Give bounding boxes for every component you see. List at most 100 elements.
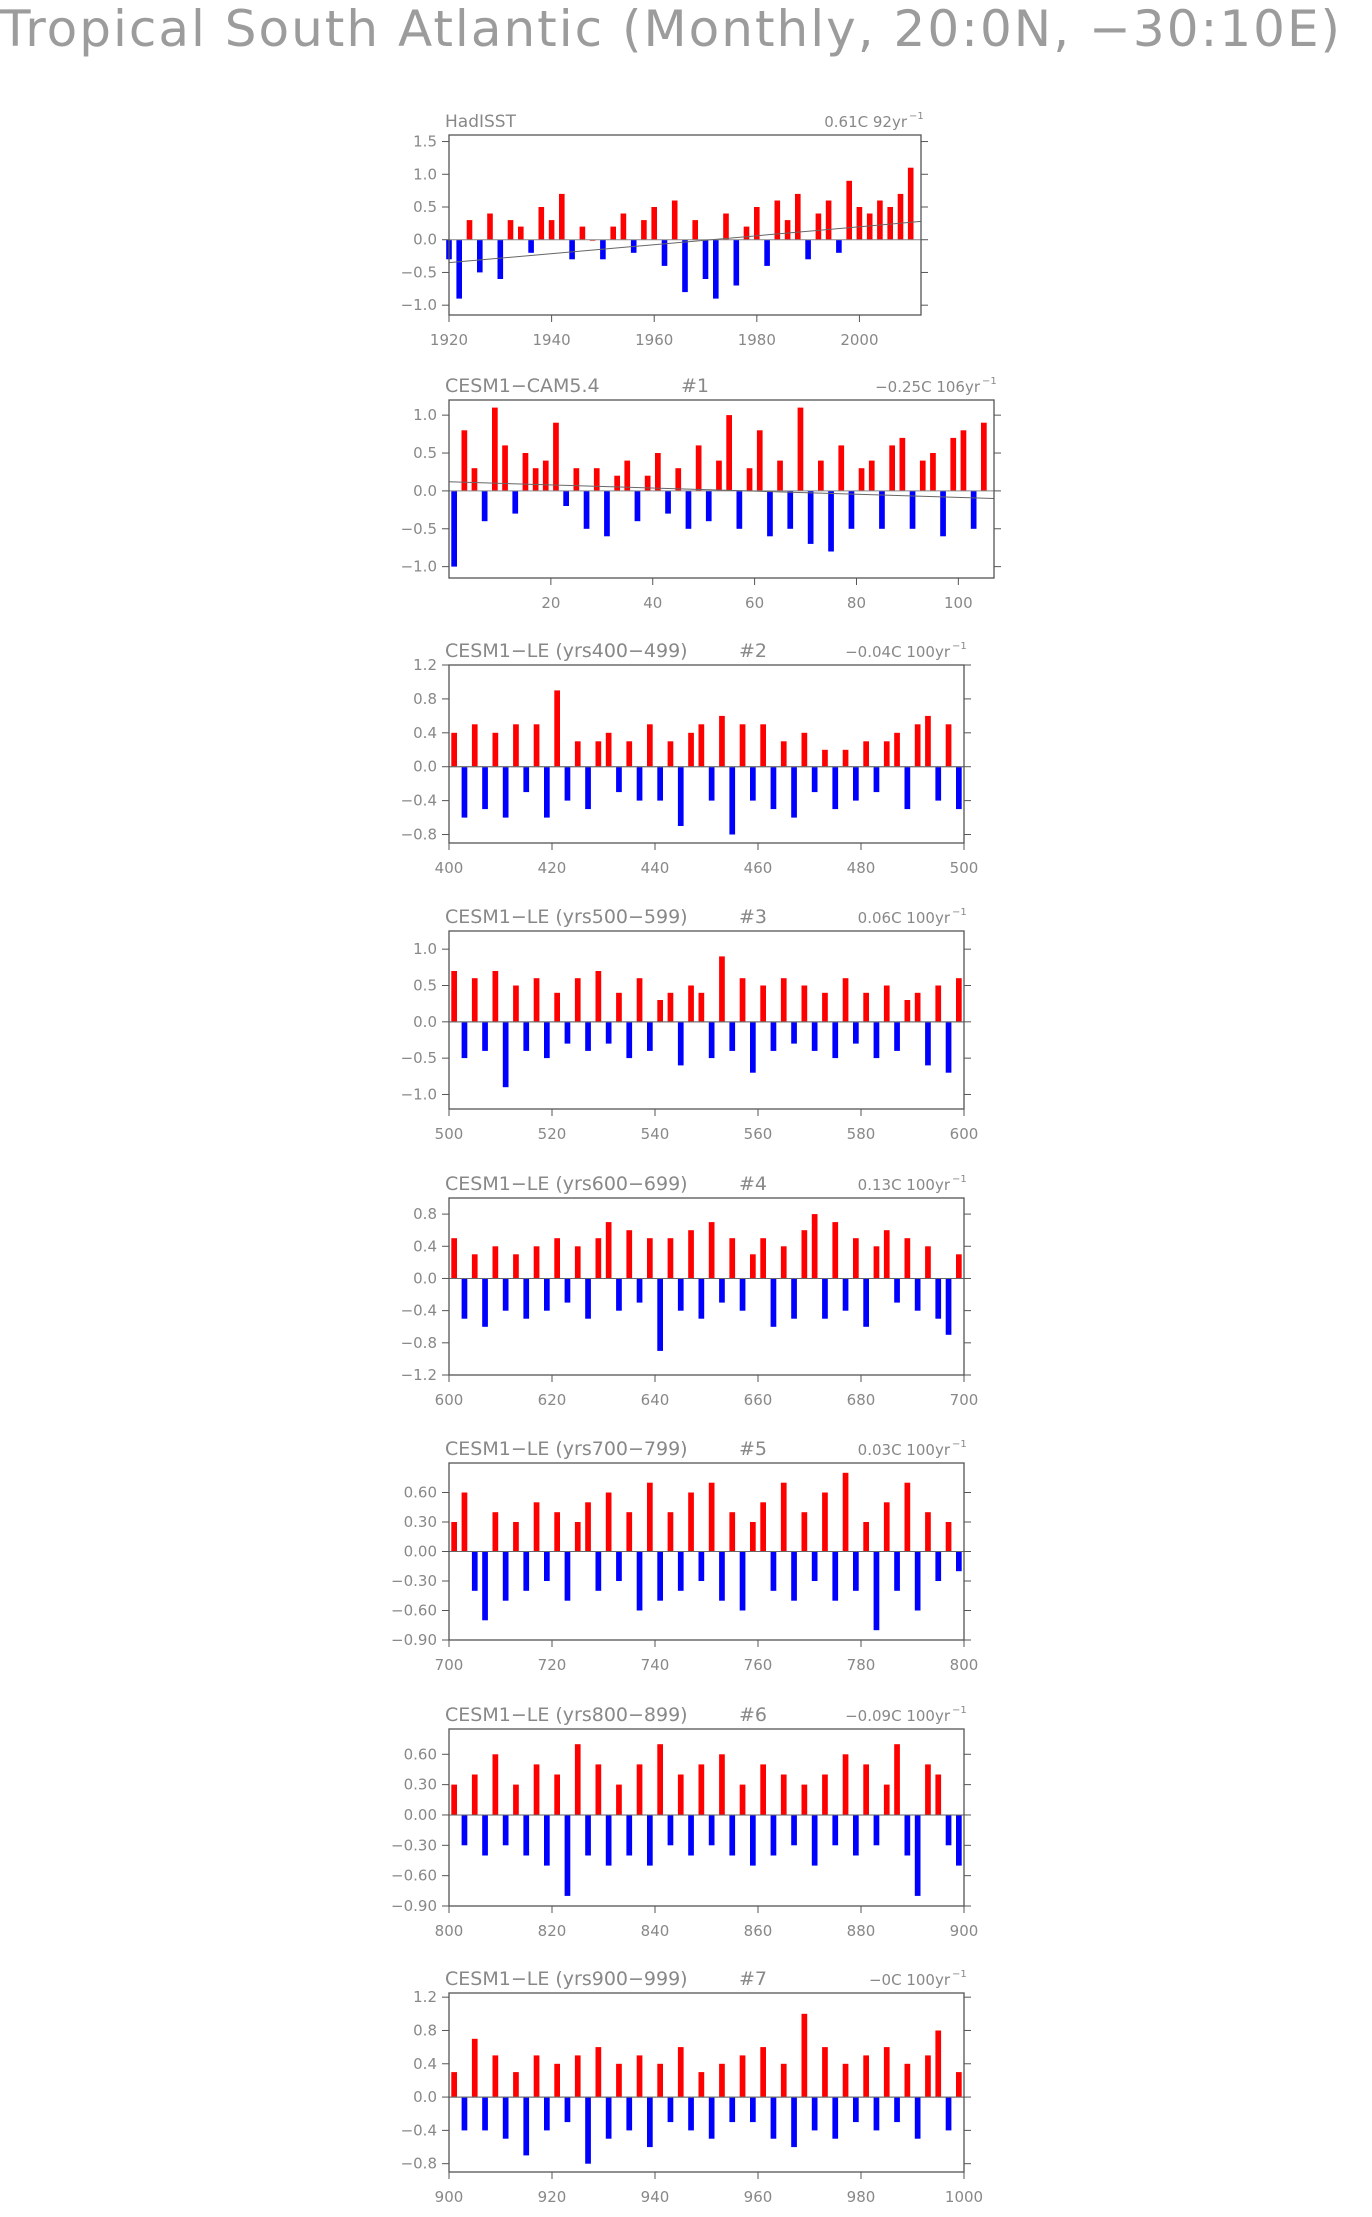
bar: [853, 1815, 859, 1856]
bar: [564, 766, 571, 801]
x-tick-label: 540: [641, 1125, 670, 1143]
plot-frame: [448, 930, 965, 1110]
bar: [461, 1278, 468, 1319]
bar: [919, 460, 926, 491]
x-tick-label: 580: [847, 1125, 876, 1143]
bar: [791, 1551, 797, 1601]
bar: [688, 985, 694, 1022]
y-tick-label: 0.4: [413, 724, 437, 742]
y-tick-label: 0.4: [413, 1237, 437, 1255]
trend-line: [448, 481, 995, 499]
bar: [743, 226, 750, 240]
bar: [791, 1278, 797, 1319]
bar: [502, 766, 509, 818]
bar: [492, 1246, 499, 1279]
bar: [492, 407, 498, 491]
bar: [626, 1230, 633, 1279]
bar: [605, 732, 612, 767]
bar: [760, 985, 766, 1022]
bar: [708, 1815, 715, 1846]
y-tick-label: −1.0: [401, 1085, 437, 1103]
bar: [883, 741, 890, 767]
bar: [914, 992, 921, 1022]
bar: [481, 490, 488, 522]
bar: [956, 978, 962, 1022]
bar: [739, 1551, 746, 1611]
bar: [482, 766, 488, 810]
bar: [708, 1482, 715, 1552]
x-tick-label: 920: [538, 2188, 567, 2206]
bar: [904, 1815, 911, 1856]
bar: [657, 1278, 663, 1351]
x-tick-label: 660: [744, 1391, 773, 1409]
bar: [702, 239, 709, 279]
bar: [471, 468, 478, 491]
panel-title: CESM1−CAM5.4: [445, 375, 600, 397]
bar: [879, 490, 885, 529]
bar: [750, 766, 756, 801]
bar: [801, 985, 808, 1022]
bar: [688, 1230, 694, 1279]
bar: [729, 1238, 736, 1279]
y-tick-label: −0.4: [401, 792, 437, 810]
bar: [657, 1000, 663, 1022]
bar: [482, 2097, 488, 2131]
bar: [574, 978, 581, 1022]
bar: [756, 430, 763, 491]
bar: [940, 490, 946, 537]
bar: [883, 2047, 890, 2098]
bar: [811, 766, 818, 793]
y-tick-label: 1.0: [413, 165, 437, 183]
x-tick-label: 820: [538, 1922, 567, 1940]
bar: [461, 2097, 468, 2131]
bar: [894, 1744, 900, 1815]
bar: [960, 430, 967, 491]
bar: [832, 2097, 839, 2139]
bar: [542, 460, 549, 491]
bar: [523, 1021, 530, 1051]
bar: [507, 220, 514, 240]
bar: [544, 766, 550, 818]
bar: [677, 2047, 684, 2098]
bar: [853, 2097, 859, 2123]
trend-label: −0.09C 100yr: [845, 1707, 951, 1725]
bar: [705, 490, 712, 522]
y-tick-label: 0.5: [413, 976, 437, 994]
y-tick-label: 0.60: [404, 1484, 437, 1502]
y-tick-label: −0.30: [391, 1572, 437, 1590]
bar: [945, 724, 952, 767]
bar: [554, 1238, 560, 1279]
bar: [657, 1551, 663, 1601]
bar: [518, 226, 524, 240]
bar: [894, 1551, 900, 1591]
bar: [523, 2097, 530, 2156]
bar: [502, 1815, 509, 1846]
x-tick-label: 420: [538, 859, 567, 877]
bar: [863, 1764, 869, 1815]
bar: [904, 1482, 911, 1552]
bar: [574, 741, 581, 767]
bar: [610, 226, 616, 240]
bar: [585, 2097, 591, 2164]
bar: [636, 766, 643, 801]
y-tick-label: −1.0: [401, 296, 437, 314]
bar: [605, 1021, 612, 1044]
x-tick-label: 60: [745, 594, 764, 612]
bar: [770, 766, 777, 810]
chart-panel-4: 1.0 0.5 0.0 −0.5 −1.0 500 520 540 560 580 600 CESM1…: [401, 906, 979, 1143]
bar: [914, 724, 921, 767]
bar: [595, 1764, 602, 1815]
bar: [698, 992, 705, 1022]
panel-title: CESM1−LE (yrs500−599): [445, 906, 688, 928]
bar: [497, 239, 504, 279]
bar: [688, 1815, 694, 1856]
bar: [750, 2097, 756, 2123]
bar: [945, 1815, 952, 1846]
bar: [770, 1278, 777, 1327]
y-tick-label: 0.0: [413, 1013, 437, 1031]
bar: [760, 1764, 766, 1815]
bar: [981, 422, 987, 491]
bar: [675, 468, 682, 491]
panel-title: HadISST: [445, 112, 517, 132]
bar: [585, 1502, 591, 1552]
